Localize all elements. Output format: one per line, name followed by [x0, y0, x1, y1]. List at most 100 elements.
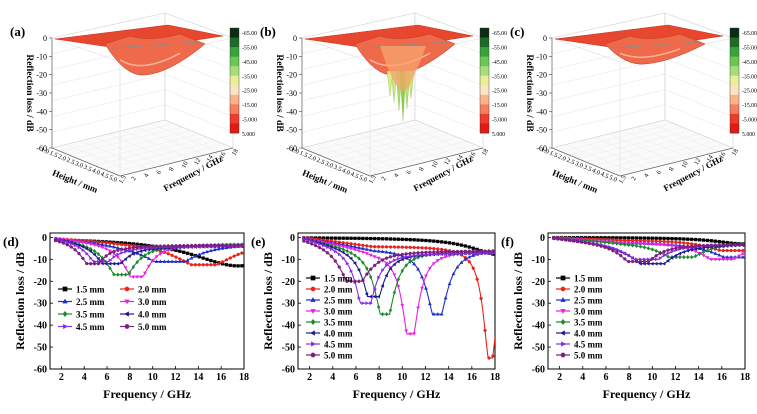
data-point — [642, 259, 647, 264]
gridline — [352, 140, 467, 170]
data-point — [615, 251, 619, 255]
data-point — [721, 248, 725, 253]
data-point — [705, 248, 710, 253]
data-point — [205, 263, 209, 267]
data-point — [619, 249, 623, 254]
data-point — [372, 255, 377, 259]
data-point — [213, 263, 217, 267]
legend-marker — [310, 309, 316, 314]
data-point — [432, 247, 436, 251]
data-point — [353, 236, 357, 240]
data-point — [733, 243, 737, 247]
data-point — [112, 249, 116, 253]
z-axis-label: Reflection loss / dB — [274, 54, 284, 132]
data-point — [646, 259, 651, 264]
data-point — [361, 260, 365, 265]
data-point — [205, 257, 209, 261]
data-point — [681, 245, 686, 249]
frequency-tick-label: 12 — [693, 157, 702, 166]
data-point — [158, 259, 163, 263]
data-point — [69, 245, 74, 249]
data-point — [360, 250, 365, 255]
data-point — [158, 252, 163, 256]
data-point — [135, 250, 139, 255]
y-tick-label: -40 — [532, 321, 545, 332]
series-group — [301, 235, 495, 360]
gridline — [102, 140, 217, 170]
legend: 1.5 mm2.0 mm2.5 mm3.0 mm3.5 mm4.0 mm4.5 … — [556, 274, 603, 361]
data-point — [416, 267, 420, 271]
x-tick-label: 6 — [353, 372, 358, 383]
colorbar-segment — [730, 56, 739, 67]
frequency-tick-label: 6 — [405, 169, 413, 176]
data-point — [634, 241, 639, 246]
legend-marker — [62, 310, 68, 318]
data-point — [583, 241, 588, 245]
data-point — [154, 259, 159, 263]
legend-marker — [310, 352, 316, 358]
gridline — [51, 73, 166, 102]
data-point — [143, 245, 147, 249]
data-point — [361, 236, 365, 241]
data-point — [678, 245, 682, 250]
data-point — [443, 240, 448, 245]
data-point — [443, 250, 448, 254]
data-point — [205, 243, 209, 248]
data-point — [189, 252, 194, 257]
y-tick-label: -10 — [282, 255, 295, 266]
data-point — [575, 239, 580, 244]
x-tick-label: 18 — [490, 372, 500, 383]
data-point — [642, 242, 647, 246]
data-point — [682, 241, 686, 245]
colorbar-tick-label: -25.00 — [492, 89, 507, 95]
data-point — [451, 271, 456, 276]
data-point — [112, 242, 116, 246]
data-point — [127, 246, 132, 250]
data-point — [341, 250, 345, 255]
data-point — [408, 259, 412, 264]
surface-panel-b: 0 -10 -20 -30 -40 -50 -60 Reflection loss / dB 1… — [260, 12, 507, 195]
data-point — [567, 238, 572, 242]
data-point — [88, 242, 93, 247]
data-point — [162, 244, 167, 248]
legend-marker — [124, 286, 130, 292]
data-point — [131, 252, 135, 256]
data-point — [357, 249, 361, 253]
data-point — [443, 255, 448, 259]
data-point — [376, 304, 381, 310]
data-point — [115, 248, 120, 252]
data-point — [329, 254, 334, 258]
data-point — [349, 247, 353, 251]
data-point — [427, 267, 432, 271]
colorbar-tick-label: -55.00 — [242, 45, 257, 51]
data-point — [193, 243, 198, 248]
data-point — [345, 246, 350, 250]
data-point — [408, 237, 412, 242]
data-point — [685, 248, 690, 253]
data-point — [689, 247, 694, 252]
data-point — [216, 243, 221, 247]
data-point — [737, 243, 741, 247]
frequency-tick-label: 14 — [706, 153, 716, 163]
data-point — [76, 243, 81, 248]
data-point — [693, 244, 698, 248]
data-point — [115, 261, 120, 266]
z-tick-label: -20 — [536, 71, 547, 80]
data-point — [333, 246, 337, 251]
data-point — [404, 329, 409, 333]
frequency-tick-label: 16 — [218, 150, 228, 160]
data-point — [650, 257, 655, 261]
legend-label: 1.5 mm — [574, 274, 603, 284]
data-point — [325, 236, 330, 240]
axis-frequency — [619, 147, 734, 177]
y-tick-label: -20 — [34, 277, 47, 288]
gridline — [372, 130, 441, 159]
data-point — [400, 268, 404, 274]
data-point — [666, 236, 670, 241]
data-point — [551, 236, 556, 240]
data-point — [717, 257, 722, 262]
data-point — [396, 277, 401, 282]
data-point — [116, 272, 120, 277]
data-point — [73, 248, 77, 252]
data-point — [487, 356, 491, 360]
